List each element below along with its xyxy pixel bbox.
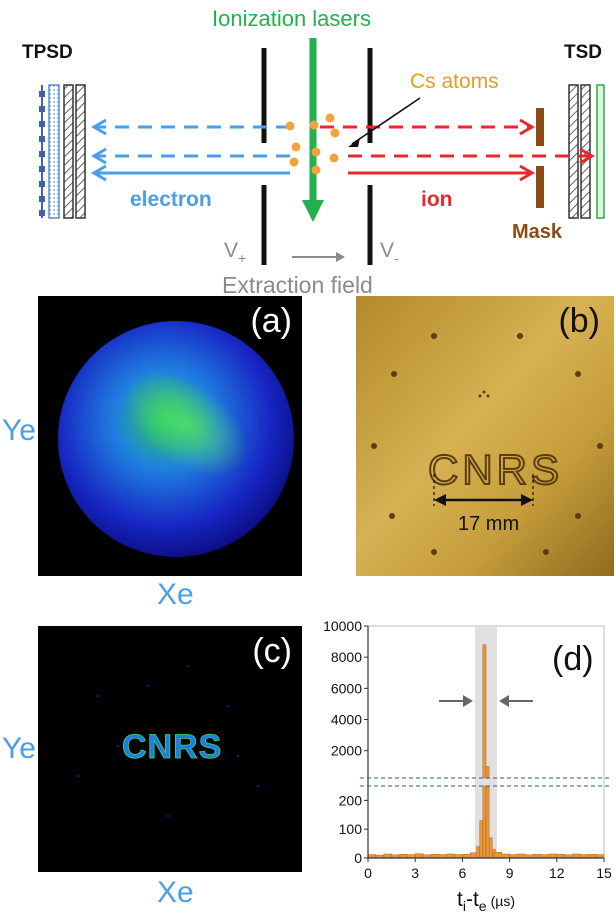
panel-c-label: (c) [252,632,292,670]
electron-trajectories [91,118,290,182]
panel-a-ye-label: Ye [2,414,36,447]
x-tick-label: 9 [506,865,514,881]
extraction-field-arrow [292,252,345,262]
masked-electron-image: CNRS [76,664,260,818]
x-axis-label: ti-te (µs) [457,888,515,914]
ion-label: ion [421,188,453,211]
histogram-bar [383,853,392,859]
scale-bar-label: 17 mm [458,513,519,535]
ionization-laser-beam [302,38,324,222]
ionization-lasers-label: Ionization lasers [212,6,371,31]
y-tick-label: 4000 [331,712,362,728]
panel-b-mask-photo: CNRS 17 mm (b) [356,296,614,576]
histogram-bar [485,785,490,859]
scale-bar [433,474,534,506]
panel-a-detector-image: (a) [38,296,302,576]
histogram-bar [479,820,484,859]
y-tick-label: 100 [339,821,363,837]
tpsd-detector [39,84,86,219]
x-tick-label: 12 [549,865,565,881]
panel-a-label: (a) [250,302,292,340]
x-tick-label: 0 [364,865,372,881]
x-tick-label: 3 [411,865,419,881]
histogram-bar [446,853,455,859]
v-minus-label: V- [380,239,399,266]
cs-pointer-arrow [348,97,421,147]
x-tick-label: 6 [459,865,467,881]
axis-break-lines [360,777,612,787]
histogram-bar [517,853,526,859]
extraction-field-label: Extraction field [222,272,373,298]
histogram-bar [482,644,487,779]
cs-atom-cloud [285,113,340,175]
x-tick-label: 15 [596,865,612,881]
y-tick-label: 10000 [323,618,362,634]
tpsd-label: TPSD [22,42,73,63]
panel-c-masked-image: CNRS (c) [38,626,302,872]
panel-b-label: (b) [558,302,600,340]
y-tick-label: 6000 [331,680,362,696]
tsd-label: TSD [564,42,602,63]
mask-plate-photo: CNRS 17 mm [356,296,614,576]
v-plus-label: V+ [224,239,246,266]
panel-d-label: (d) [552,640,594,678]
panel-d-tof-histogram: 10000 8000 6000 4000 2000 200 100 0 0 3 6 9 12 15 (d)… [316,608,616,914]
y-tick-label: 200 [339,792,363,808]
histogram-bar [493,851,502,859]
histogram-bar [482,785,487,859]
y-tick-label: 8000 [331,649,362,665]
histogram-bar [501,853,510,859]
histogram-bar [476,846,480,859]
experiment-schematic: TPSD TSD Ionization lasers [22,6,605,298]
electron-label: electron [130,188,212,211]
plate-cnrs-cutout: CNRS [428,446,563,493]
tof-window-arrows [438,695,534,707]
mask-label: Mask [512,221,563,243]
histogram-bar [488,837,493,859]
histogram-bar [485,766,490,779]
histogram-bar [414,853,424,859]
panel-c-ye-label: Ye [2,732,36,765]
histogram-bar [572,853,581,859]
mask-blocks [536,108,544,208]
y-tick-label: 0 [354,850,362,866]
panel-a-xe-label: Xe [157,578,194,611]
electron-blob-image [58,321,294,557]
cs-atoms-label: Cs atoms [410,70,499,93]
ion-trajectories [320,118,595,182]
detector-cnrs-image: CNRS [122,728,222,766]
panel-c-xe-label: Xe [157,876,194,909]
histogram-bar [548,853,558,859]
y-tick-label: 2000 [331,743,362,759]
